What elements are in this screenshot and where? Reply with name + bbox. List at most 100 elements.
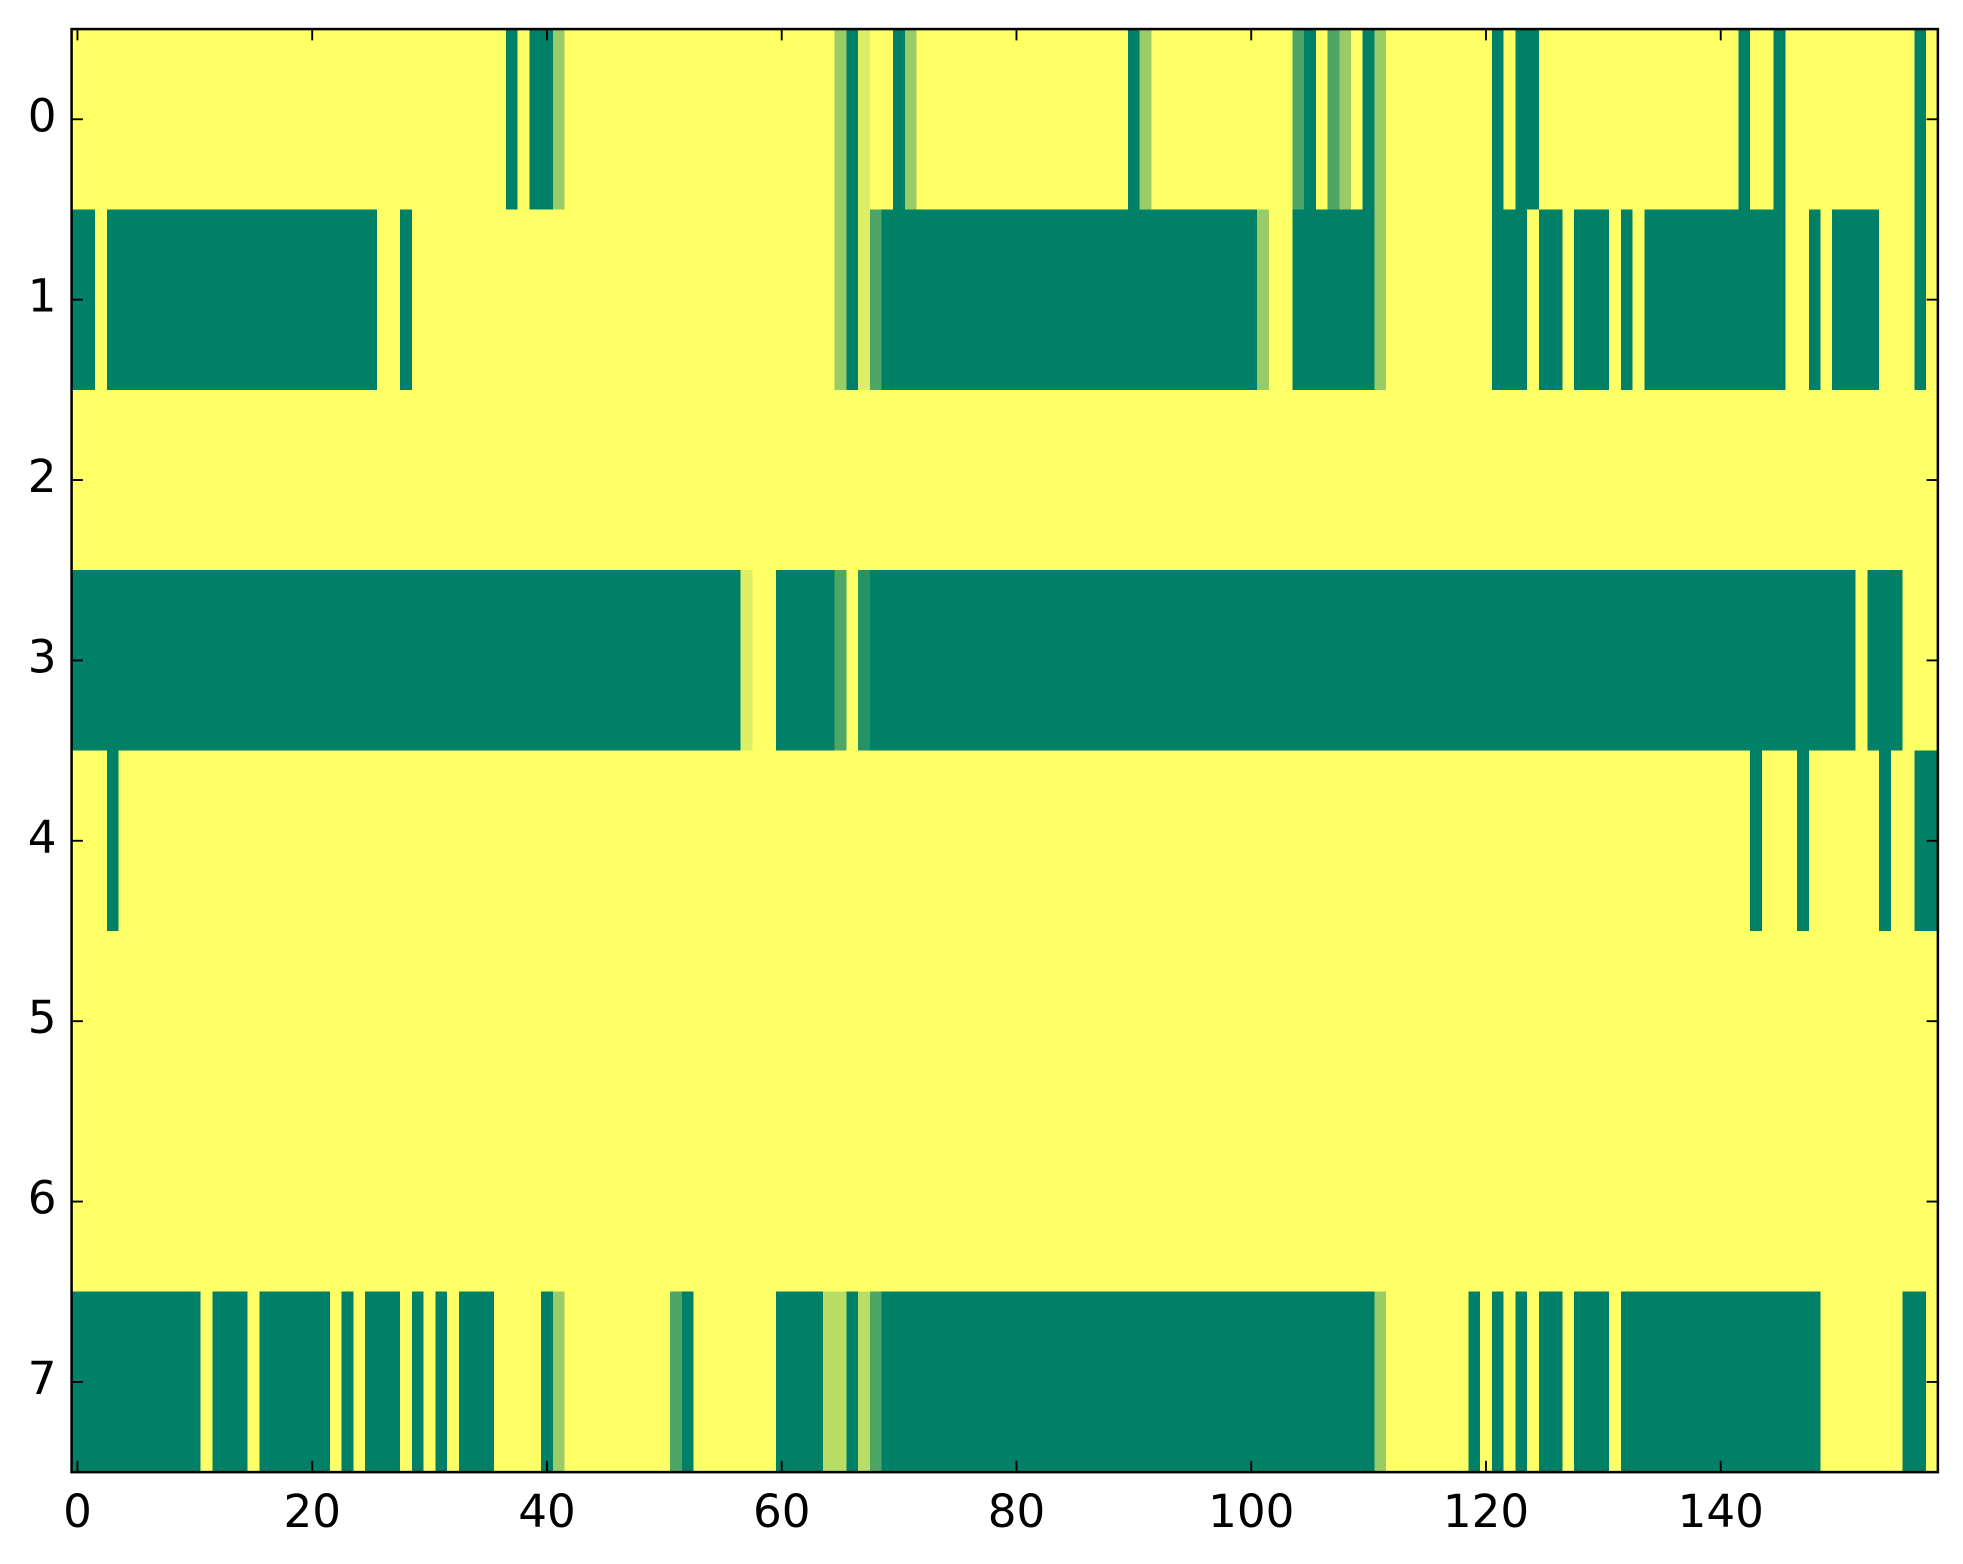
cell: [1679, 1111, 1692, 1292]
cell: [188, 930, 202, 1112]
cell: [1890, 1291, 1904, 1473]
cell: [447, 29, 460, 210]
x-tick-label: 140: [1678, 1485, 1764, 1538]
cell: [1714, 930, 1728, 1112]
cell: [1280, 389, 1293, 571]
cell: [1656, 389, 1669, 571]
cell: [259, 930, 272, 1112]
cell: [1832, 750, 1845, 931]
cell: [787, 1111, 800, 1292]
cell: [1867, 29, 1880, 210]
cell: [541, 570, 554, 751]
cell: [752, 1291, 765, 1473]
cell: [341, 750, 354, 931]
cell: [975, 389, 988, 571]
cell: [435, 930, 448, 1112]
cell: [881, 930, 894, 1112]
cell: [1491, 29, 1505, 210]
cell: [1116, 750, 1129, 931]
cell: [787, 570, 800, 751]
cell: [1233, 29, 1246, 210]
cell: [1515, 1111, 1528, 1292]
cell: [623, 1291, 636, 1473]
cell: [916, 389, 929, 571]
cell: [318, 29, 331, 210]
cell: [1761, 29, 1775, 210]
cell: [435, 29, 448, 210]
cell: [987, 1111, 1000, 1292]
cell: [717, 209, 730, 390]
cell: [646, 1291, 659, 1473]
cell: [411, 1291, 425, 1473]
cell: [963, 389, 976, 571]
cell: [494, 1291, 507, 1473]
cell: [869, 930, 882, 1112]
cell: [388, 1111, 401, 1292]
cell: [1350, 570, 1364, 751]
cell: [1703, 930, 1716, 1112]
cell: [1644, 570, 1657, 751]
cell: [224, 209, 237, 390]
cell: [1585, 1291, 1598, 1473]
cell: [212, 1291, 225, 1473]
cell: [693, 29, 706, 210]
cell: [740, 930, 753, 1112]
cell: [1714, 570, 1728, 751]
cell: [1855, 570, 1868, 751]
cell: [1433, 209, 1446, 390]
cell: [1726, 29, 1739, 210]
cell: [1210, 29, 1223, 210]
cell: [353, 1111, 366, 1292]
cell: [1820, 389, 1833, 571]
cell: [1257, 389, 1270, 571]
cell: [893, 209, 906, 390]
cell: [1456, 1111, 1469, 1292]
cell: [975, 1291, 988, 1473]
cell: [212, 1111, 225, 1292]
cell: [1045, 1291, 1059, 1473]
cell: [963, 1291, 976, 1473]
cell: [177, 209, 190, 390]
cell: [1081, 930, 1094, 1112]
cell: [482, 209, 495, 390]
cell: [1221, 930, 1235, 1112]
cell: [1703, 1111, 1716, 1292]
cell: [752, 750, 765, 931]
cell: [728, 389, 742, 571]
cell: [869, 750, 882, 931]
cell: [458, 930, 472, 1112]
cell: [411, 750, 425, 931]
cell: [1750, 930, 1763, 1112]
cell: [153, 570, 166, 751]
cell: [1362, 29, 1375, 210]
cell: [1808, 1111, 1822, 1292]
cell: [1632, 29, 1645, 210]
cell: [1879, 930, 1892, 1112]
cell: [435, 1111, 448, 1292]
cell: [1902, 570, 1915, 751]
cell: [869, 209, 882, 390]
cell: [1515, 930, 1528, 1112]
cell: [681, 930, 695, 1112]
cell: [681, 209, 695, 390]
cell: [1491, 1291, 1505, 1473]
cell: [1843, 29, 1857, 210]
cell: [447, 389, 460, 571]
cell: [353, 209, 366, 390]
cell: [1480, 1111, 1493, 1292]
cell: [1632, 1291, 1645, 1473]
cell: [1585, 1111, 1598, 1292]
cell: [1550, 570, 1563, 751]
cell: [552, 570, 566, 751]
cell: [411, 930, 425, 1112]
cell: [1867, 750, 1880, 931]
cell: [1233, 1291, 1246, 1473]
cell: [142, 570, 155, 751]
cell: [458, 29, 472, 210]
cell: [1480, 29, 1493, 210]
cell: [1585, 389, 1598, 571]
cell: [1174, 29, 1188, 210]
cell: [576, 1291, 589, 1473]
cell: [987, 389, 1000, 571]
cell: [869, 1111, 882, 1292]
